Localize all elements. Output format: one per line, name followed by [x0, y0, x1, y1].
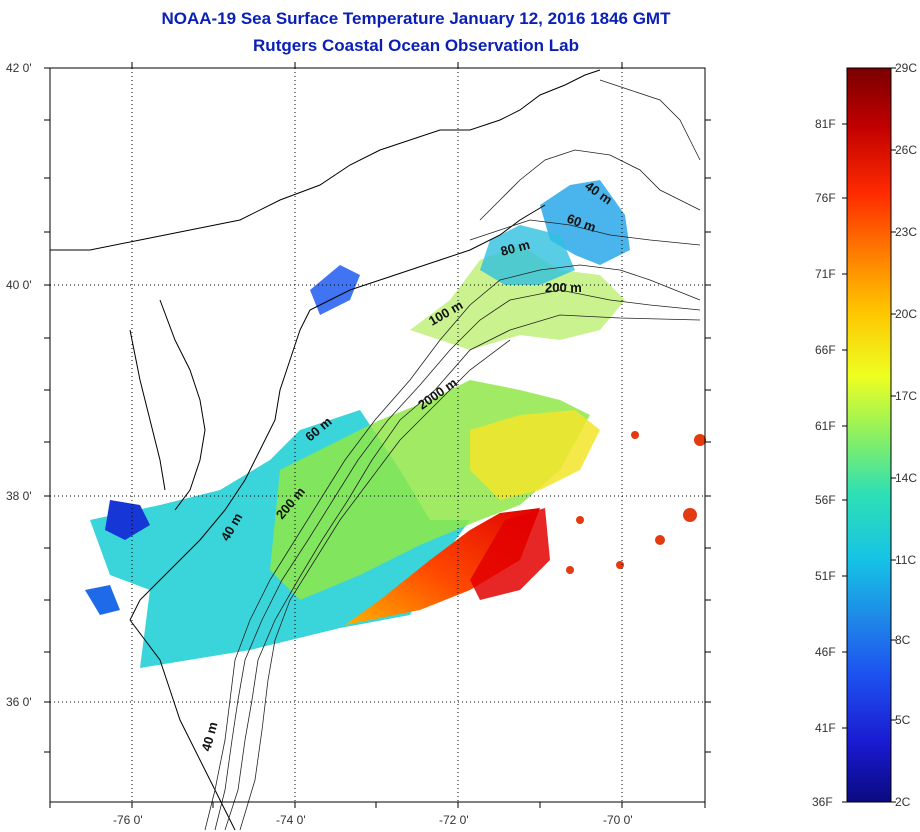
lon-label: -70 0': [603, 813, 633, 827]
lat-label: 40 0': [6, 278, 32, 292]
sst-chesapeake-mouth: [85, 585, 120, 615]
lon-label: -76 0': [113, 813, 143, 827]
fahrenheit-label: 46F: [815, 645, 836, 659]
sst-shelf-mid: [480, 225, 575, 285]
celsius-label: 14C: [895, 471, 917, 485]
bathymetry-contours: [204, 79, 701, 831]
sst-swath-yellow: [470, 410, 600, 500]
sst-gulfstream-patches: [470, 508, 550, 600]
celsius-label: 2C: [895, 795, 911, 809]
map-title: NOAA-19 Sea Surface Temperature January …: [161, 9, 671, 28]
celsius-label: 17C: [895, 389, 917, 403]
celsius-label: 29C: [895, 61, 917, 75]
celsius-label: 26C: [895, 143, 917, 157]
fahrenheit-label: 76F: [815, 191, 836, 205]
celsius-label: 20C: [895, 307, 917, 321]
colorbar-gradient: [846, 67, 892, 803]
sst-warm-band: [345, 508, 540, 625]
contour-label: 80 m: [499, 237, 532, 259]
sst-shelf-north: [410, 245, 625, 350]
fahrenheit-label: 36F: [812, 795, 833, 809]
sst-chesapeake: [105, 500, 150, 540]
fahrenheit-label: 61F: [815, 419, 836, 433]
contour-label: 200 m: [545, 280, 582, 295]
lat-label: 36 0': [6, 695, 32, 709]
fahrenheit-label: 56F: [815, 493, 836, 507]
fahrenheit-label: 51F: [815, 569, 836, 583]
sst-warm-spots: [566, 431, 706, 574]
sst-ny-bight: [310, 265, 360, 315]
celsius-label: 11C: [895, 553, 916, 567]
map-frame: [49, 67, 706, 803]
lon-label: -72 0': [439, 813, 469, 827]
lon-label: -74 0': [276, 813, 306, 827]
coastline: [50, 69, 601, 831]
colorbar-ticks: [842, 67, 896, 803]
axis-ticks: [44, 62, 711, 808]
contour-label: 40 m: [198, 720, 220, 753]
fahrenheit-label: 66F: [815, 343, 836, 357]
fahrenheit-label: 41F: [815, 721, 836, 735]
fahrenheit-label: 81F: [815, 117, 836, 131]
celsius-label: 5C: [895, 713, 911, 727]
lat-label: 38 0': [6, 489, 32, 503]
lat-label: 42 0': [6, 61, 32, 75]
celsius-label: 8C: [895, 633, 911, 647]
fahrenheit-label: 71F: [815, 267, 836, 281]
celsius-label: 23C: [895, 225, 917, 239]
map-subtitle: Rutgers Coastal Ocean Observation Lab: [253, 36, 579, 55]
